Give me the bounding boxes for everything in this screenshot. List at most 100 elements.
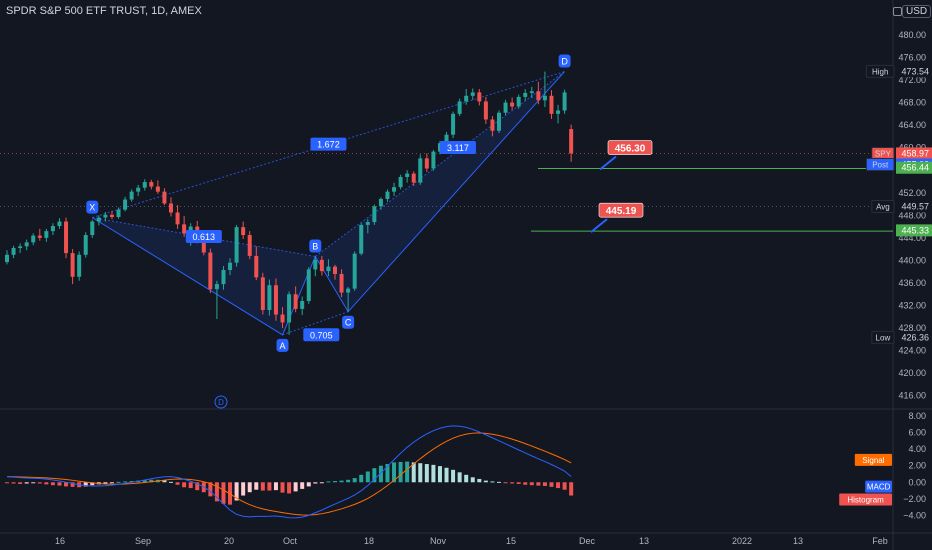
lock-icon[interactable] (893, 7, 902, 16)
candle (503, 99, 508, 115)
callout-label: 445.19 (606, 206, 637, 217)
time-tick-label: Nov (430, 536, 447, 546)
histogram-bar (470, 477, 475, 483)
candle (77, 251, 82, 281)
macd-legend-tag (839, 493, 892, 506)
histogram-bar (339, 480, 344, 483)
candle (339, 269, 344, 298)
candle (273, 278, 278, 321)
candle (44, 228, 49, 242)
histogram-bar (24, 482, 29, 484)
candle (424, 153, 429, 172)
candle (109, 210, 114, 220)
candle-body (431, 151, 436, 169)
candle (464, 89, 469, 105)
candle (142, 179, 147, 191)
price-tick-label: 472.00 (898, 75, 926, 85)
candle (5, 250, 9, 265)
histogram-bar (287, 482, 292, 494)
candle (24, 239, 29, 251)
candle (313, 256, 318, 277)
candle-body (464, 95, 469, 102)
candle (431, 149, 436, 171)
candle-body (162, 191, 167, 204)
price-tick-label: 432.00 (898, 301, 926, 311)
histogram-bar (247, 482, 252, 493)
histogram-bar (57, 482, 62, 486)
histogram-bar (411, 462, 416, 483)
candle (11, 245, 16, 259)
candle (149, 179, 154, 190)
callout-badge (598, 202, 644, 218)
candle-body (267, 285, 272, 311)
candle-body (319, 259, 324, 272)
histogram-bar (569, 482, 574, 496)
candle (510, 97, 515, 110)
candle-body (306, 269, 311, 302)
candle-body (529, 91, 534, 93)
candle-body (483, 101, 488, 120)
price-label-tag: Low (876, 333, 891, 342)
histogram-bar (398, 461, 403, 483)
candle (529, 86, 534, 99)
candle-body (24, 242, 29, 247)
pattern-point-label: C (345, 318, 352, 328)
pattern-ratio-badge (439, 141, 476, 155)
candle-body (490, 119, 495, 131)
candle (542, 71, 547, 108)
candle-body (50, 226, 55, 232)
histogram-bar (83, 482, 88, 487)
candle-body (37, 235, 42, 238)
candle-body (287, 294, 292, 323)
price-label-value: 449.57 (901, 201, 929, 211)
histogram-bar (123, 481, 128, 483)
histogram-bar (333, 481, 337, 483)
pattern-ratio-label: 0.705 (310, 330, 333, 340)
histogram-bar (18, 482, 23, 484)
candle (208, 248, 213, 294)
candle (378, 197, 383, 210)
dividend-marker (214, 395, 228, 409)
candle-body (503, 102, 508, 113)
candle-body (293, 294, 298, 309)
price-tick-label: 440.00 (898, 255, 926, 265)
price-tick-label: 452.00 (898, 188, 926, 198)
macd-line (6, 425, 572, 519)
candle-body (214, 284, 219, 290)
histogram-bar (214, 482, 219, 502)
histogram-bar (293, 482, 298, 492)
time-tick-label: 15 (506, 536, 516, 546)
candle (287, 291, 292, 335)
histogram-bar (149, 479, 154, 483)
price-label-tag: SPY (875, 149, 892, 158)
currency-button[interactable]: USD (902, 5, 932, 18)
price-label-value: 456.44 (901, 163, 929, 173)
candle-body (346, 288, 351, 293)
histogram-bar (241, 482, 246, 496)
histogram-bar (37, 482, 42, 484)
histogram-bar (103, 482, 108, 484)
candle (162, 188, 167, 206)
price-label-tag-bg (865, 64, 895, 78)
time-tick-label: Sep (135, 536, 151, 546)
candle-body (169, 203, 173, 213)
price-tick-label: 464.00 (898, 120, 926, 130)
macd-legend-label: Histogram (847, 496, 884, 505)
candle-body (103, 214, 108, 218)
macd-legend-tag (865, 480, 892, 493)
histogram-bar (437, 466, 442, 483)
signal-line (6, 432, 572, 516)
histogram-bar (490, 481, 495, 483)
macd-tick-label: 2.00 (908, 461, 926, 471)
candle-body (333, 266, 337, 274)
candle (175, 205, 180, 229)
candle-body (562, 92, 567, 111)
histogram-bar (50, 482, 55, 486)
candle-body (247, 235, 252, 256)
candle (497, 110, 501, 134)
candle (418, 154, 423, 185)
time-tick-label: 2022 (732, 536, 752, 546)
candle-body (477, 92, 482, 102)
pattern-ratio-label: 0.613 (193, 232, 216, 242)
